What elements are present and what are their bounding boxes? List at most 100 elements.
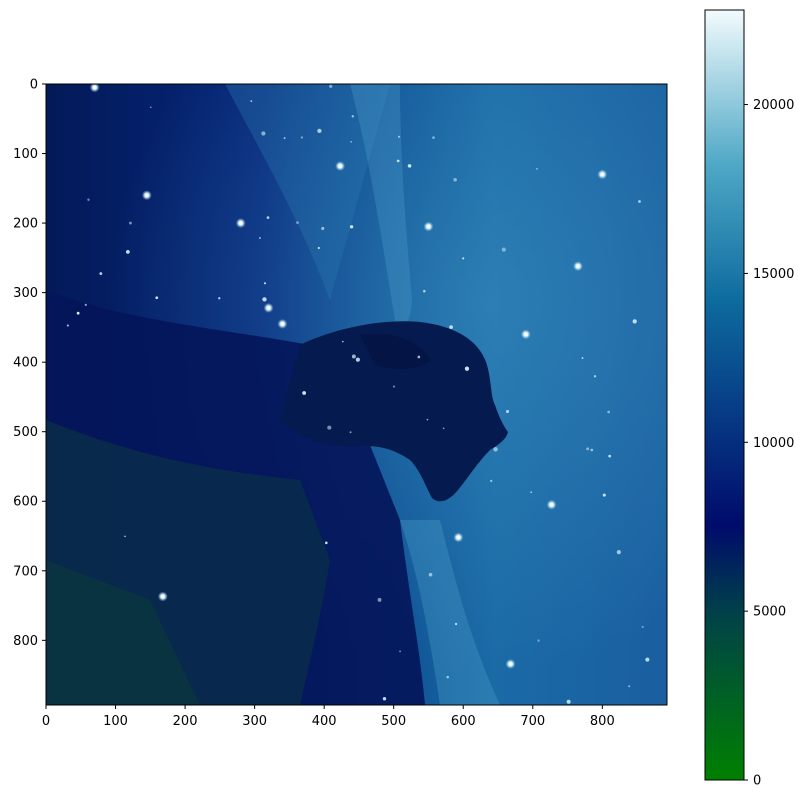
- star: [84, 303, 87, 306]
- colorbar-tick-label: 10000: [753, 436, 794, 451]
- y-tick-label: 700: [13, 564, 38, 579]
- star: [350, 141, 352, 143]
- star-core: [576, 264, 580, 268]
- star: [396, 159, 400, 163]
- star: [426, 418, 429, 421]
- x-axis: 0 100 200 300 400 500 600 700 800: [42, 705, 615, 729]
- star: [263, 282, 267, 285]
- x-tick-label: 700: [520, 714, 545, 729]
- star: [645, 657, 650, 662]
- star: [129, 221, 132, 225]
- colorbar-tick-label: 0: [753, 774, 761, 789]
- star: [355, 357, 360, 362]
- star: [423, 289, 426, 293]
- star: [349, 431, 352, 434]
- star: [581, 357, 584, 359]
- star: [349, 225, 354, 229]
- horsehead-silhouette: [280, 321, 508, 502]
- star: [392, 385, 396, 388]
- star-core: [238, 221, 243, 225]
- star: [535, 167, 538, 170]
- star: [446, 675, 449, 679]
- x-tick-label: 600: [451, 714, 476, 729]
- star: [261, 131, 266, 136]
- star-core: [145, 193, 149, 198]
- star: [351, 354, 356, 359]
- star: [283, 137, 286, 140]
- star: [417, 355, 421, 359]
- star: [266, 216, 270, 219]
- star: [124, 535, 126, 538]
- nebula-image: [46, 84, 667, 705]
- star: [351, 115, 354, 118]
- y-tick-label: 600: [13, 495, 38, 510]
- star: [608, 454, 612, 458]
- star-core: [338, 164, 342, 168]
- star: [493, 447, 498, 452]
- star: [442, 427, 445, 430]
- star-core: [508, 662, 513, 666]
- star-core: [456, 535, 461, 540]
- star: [125, 250, 130, 254]
- star: [149, 106, 152, 109]
- star: [296, 221, 299, 224]
- colorbar-axis: 0 5000 10000 15000 20000: [744, 98, 794, 789]
- star: [566, 699, 571, 704]
- star: [99, 272, 103, 275]
- star: [462, 257, 465, 260]
- star: [317, 128, 322, 134]
- star: [607, 410, 611, 414]
- star: [407, 164, 412, 168]
- star-core: [161, 594, 165, 599]
- image-frame: [45, 83, 668, 706]
- star: [155, 296, 159, 300]
- star: [66, 324, 69, 327]
- star: [76, 311, 80, 315]
- x-tick-label: 300: [242, 714, 267, 729]
- star: [302, 391, 307, 395]
- star: [329, 84, 333, 88]
- star: [258, 236, 262, 240]
- x-tick-label: 0: [42, 714, 50, 729]
- star: [325, 541, 328, 545]
- colorbar: [704, 9, 745, 781]
- star: [638, 200, 641, 203]
- star-core: [266, 306, 271, 310]
- star: [628, 685, 631, 688]
- star: [321, 226, 325, 231]
- star: [505, 409, 510, 413]
- y-tick-label: 300: [13, 286, 38, 301]
- star: [590, 448, 594, 452]
- star: [262, 297, 267, 302]
- star: [218, 297, 221, 300]
- star: [87, 198, 90, 201]
- y-tick-label: 100: [13, 147, 38, 162]
- star: [641, 625, 644, 628]
- star: [317, 246, 320, 250]
- star: [593, 375, 597, 378]
- y-axis: 0 100 200 300 400 500 600 700 800: [13, 78, 46, 649]
- star: [428, 572, 433, 577]
- star-core: [426, 224, 431, 229]
- star-field: [66, 84, 650, 704]
- y-tick-label: 800: [13, 634, 38, 649]
- star-core: [280, 322, 285, 326]
- star: [342, 340, 344, 343]
- star: [530, 491, 533, 494]
- star: [586, 447, 590, 451]
- star-core: [600, 172, 605, 177]
- y-tick-label: 400: [13, 356, 38, 371]
- y-tick-label: 0: [30, 78, 38, 93]
- y-tick-label: 500: [13, 425, 38, 440]
- star: [382, 697, 387, 701]
- star-core: [92, 85, 97, 90]
- star: [602, 493, 606, 497]
- colorbar-tick-label: 15000: [753, 267, 794, 282]
- x-tick-label: 400: [312, 714, 337, 729]
- star: [250, 100, 253, 102]
- star: [537, 639, 540, 642]
- y-tick-label: 200: [13, 217, 38, 232]
- star: [501, 247, 506, 252]
- x-tick-label: 200: [173, 714, 198, 729]
